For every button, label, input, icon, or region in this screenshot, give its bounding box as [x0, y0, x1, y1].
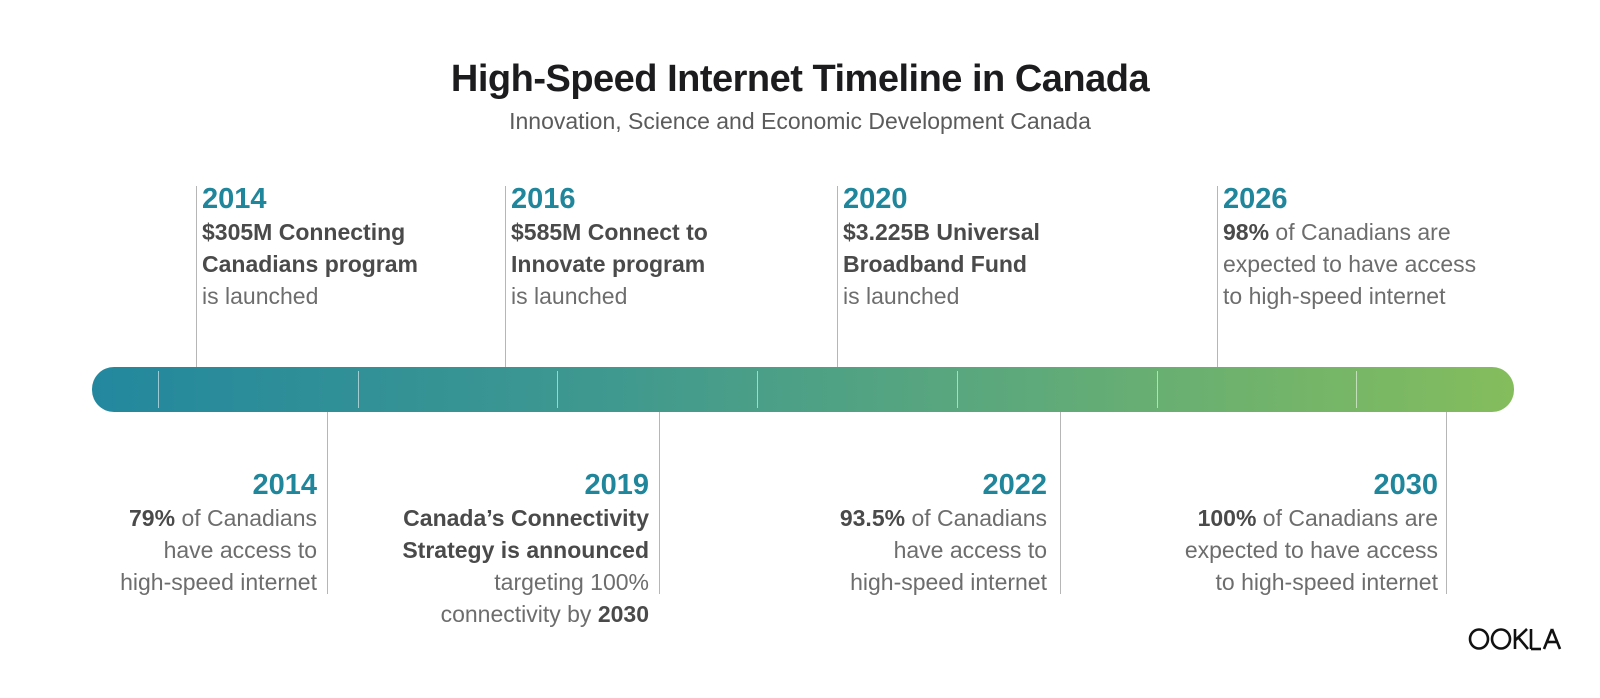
- event-year: 2022: [982, 469, 1047, 501]
- connector-top-2020: [837, 186, 838, 367]
- event-year: 2030: [1373, 469, 1438, 501]
- event-text: to high-speed internet: [1215, 569, 1439, 595]
- event-stat: 79%: [129, 505, 176, 531]
- timeline-tick: [358, 371, 359, 408]
- timeline-bar: [92, 367, 1514, 412]
- event-text: of Canadians: [175, 505, 317, 531]
- connector-top-2016: [505, 186, 506, 367]
- event-top-2016: 2016 $585M Connect to Innovate program i…: [511, 182, 708, 312]
- event-text: is launched: [843, 283, 960, 309]
- event-stat: 98%: [1223, 219, 1270, 245]
- event-bottom-2022: 2022 93.5% of Canadians have access to h…: [840, 468, 1047, 598]
- connector-top-2014: [196, 186, 197, 367]
- event-text: have access to: [163, 537, 317, 563]
- event-bottom-2014: 2014 79% of Canadians have access to hig…: [120, 468, 317, 598]
- timeline-tick: [158, 371, 159, 408]
- event-text: high-speed internet: [850, 569, 1047, 595]
- event-text: of Canadians: [905, 505, 1047, 531]
- connector-bottom-2022: [1060, 412, 1061, 594]
- ookla-logo: [1468, 628, 1562, 651]
- event-text: is launched: [511, 283, 628, 309]
- connector-bottom-2030: [1446, 412, 1447, 594]
- timeline-tick: [557, 371, 558, 408]
- page-title: High-Speed Internet Timeline in Canada: [450, 58, 1150, 100]
- event-top-2020: 2020 $3.225B Universal Broadband Fund is…: [843, 182, 1040, 312]
- event-headline: $585M Connect to: [511, 219, 708, 245]
- connector-bottom-2019: [659, 412, 660, 594]
- event-text: targeting 100%: [494, 569, 649, 595]
- event-text: have access to: [893, 537, 1047, 563]
- timeline-tick: [757, 371, 758, 408]
- event-year: 2019: [584, 469, 649, 501]
- event-top-2014: 2014 $305M Connecting Canadians program …: [202, 182, 418, 312]
- timeline-tick: [1157, 371, 1158, 408]
- event-stat: 100%: [1197, 505, 1257, 531]
- event-text: of Canadians are: [1269, 219, 1451, 245]
- event-bottom-2030: 2030 100% of Canadians are expected to h…: [1185, 468, 1438, 598]
- timeline-tick: [957, 371, 958, 408]
- event-year: 2020: [843, 183, 908, 215]
- event-headline: Canada’s Connectivity: [403, 505, 649, 531]
- event-headline: Innovate program: [511, 251, 706, 277]
- event-text: to high-speed internet: [1223, 283, 1446, 309]
- event-text: high-speed internet: [120, 569, 317, 595]
- event-stat: 93.5%: [839, 505, 906, 531]
- event-text: expected to have access: [1184, 537, 1438, 563]
- event-bottom-2019: 2019 Canada’s Connectivity Strategy is a…: [402, 468, 649, 630]
- event-headline: Strategy is announced: [402, 537, 649, 563]
- connector-top-2026: [1217, 186, 1218, 367]
- event-year: 2026: [1223, 183, 1288, 215]
- timeline-tick: [1356, 371, 1357, 408]
- event-text: expected to have access: [1223, 251, 1477, 277]
- event-top-2026: 2026 98% of Canadians are expected to ha…: [1223, 182, 1476, 312]
- event-text: of Canadians are: [1256, 505, 1438, 531]
- event-stat: 2030: [597, 601, 649, 627]
- event-year: 2016: [511, 183, 576, 215]
- event-text: connectivity by: [440, 601, 598, 627]
- event-headline: $3.225B Universal: [843, 219, 1040, 245]
- event-text: is launched: [202, 283, 319, 309]
- event-year: 2014: [202, 183, 267, 215]
- connector-bottom-2014: [327, 412, 328, 594]
- event-headline: Canadians program: [202, 251, 418, 277]
- page-subtitle: Innovation, Science and Economic Develop…: [509, 108, 1091, 134]
- event-year: 2014: [252, 469, 317, 501]
- event-headline: Broadband Fund: [843, 251, 1027, 277]
- event-headline: $305M Connecting: [202, 219, 406, 245]
